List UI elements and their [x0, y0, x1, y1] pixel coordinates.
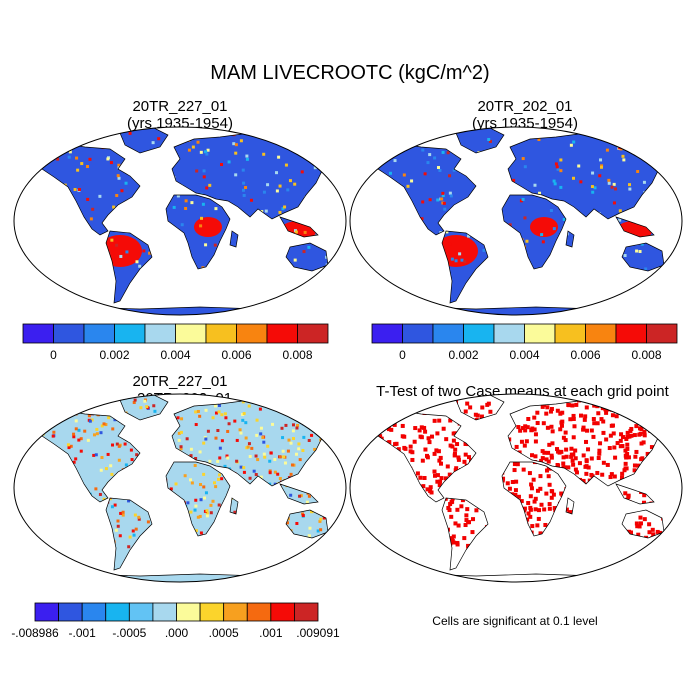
colorbar-box: [615, 323, 647, 344]
colorbar-tick-label: 0.004: [160, 348, 190, 362]
significance-note: Cells are significant at 0.1 level: [432, 614, 598, 628]
map-case-227: [13, 126, 347, 316]
colorbar-tick-label: 0.008: [631, 348, 661, 362]
map-border: [13, 126, 347, 316]
colorbar-box: [53, 323, 85, 344]
colorbar-box: [114, 323, 146, 344]
colorbar-box: [81, 602, 107, 622]
colorbar-tick-label: .001: [259, 626, 283, 640]
colorbar-box: [34, 602, 59, 622]
map-case-202: [349, 126, 683, 316]
map-border: [349, 393, 683, 583]
colorbar-box: [270, 602, 295, 622]
colorbar-box: [524, 323, 556, 344]
colorbar-box: [205, 323, 237, 344]
colorbar-tick-label: 0.006: [570, 348, 600, 362]
colorbar-box: [152, 602, 177, 622]
colorbar-tick-label: -.001: [68, 626, 96, 640]
main-title: MAM LIVECROOTC (kgC/m^2): [210, 62, 490, 84]
colorbar-box: [144, 323, 176, 344]
panel-3-case-name: 20TR_227_01: [132, 373, 228, 390]
panel-4-ttest-title: T-Test of two Case means at each grid po…: [376, 383, 669, 400]
colorbar-box: [176, 602, 201, 622]
colorbar-tick-label: 0: [50, 348, 57, 362]
colorbar-box: [246, 602, 272, 622]
colorbar-box: [463, 323, 495, 344]
colorbar-box: [175, 323, 207, 344]
colorbar-box: [297, 323, 329, 344]
colorbar-tick-label: .000: [165, 626, 189, 640]
colorbar-box: [105, 602, 130, 622]
panel-2-case-name: 20TR_202_01: [477, 98, 573, 115]
colorbar-tick-label: -.0005: [112, 626, 146, 640]
colorbar-tick-label: 0: [399, 348, 406, 362]
panel-1-case-name: 20TR_227_01: [132, 98, 228, 115]
colorbar-tick-label: .0005: [209, 626, 239, 640]
colorbar-tick-label: .009091: [296, 626, 340, 640]
colorbar-box: [402, 323, 434, 344]
colorbar-box: [294, 602, 319, 622]
colorbar-tick-label: -.008986: [11, 626, 59, 640]
colorbar-case-202: 0 0.002 0.004 0.006 0.008: [371, 323, 678, 362]
colorbar-box: [223, 602, 248, 622]
colorbar-tick-label: 0.002: [448, 348, 478, 362]
colorbar-box: [585, 323, 617, 344]
map-border: [349, 126, 683, 316]
colorbar-box: [128, 602, 154, 622]
colorbar-tick-label: 0.002: [99, 348, 129, 362]
colorbar-tick-label: 0.008: [282, 348, 312, 362]
colorbar-box: [236, 323, 268, 344]
map-ttest: [349, 393, 683, 583]
colorbar-box: [266, 323, 298, 344]
map-difference: [13, 393, 347, 583]
colorbar-box: [83, 323, 115, 344]
colorbar-difference: -.008986 -.001 -.0005 .000 .0005 .001 .009091: [11, 602, 340, 640]
colorbar-box: [199, 602, 225, 622]
map-border: [13, 393, 347, 583]
colorbar-tick-label: 0.006: [221, 348, 251, 362]
colorbar-box: [22, 323, 54, 344]
panel-4-title: T-Test of two Case means at each grid po…: [345, 383, 700, 400]
colorbar-box: [554, 323, 586, 344]
colorbar-box: [58, 602, 83, 622]
colorbar-box: [432, 323, 464, 344]
colorbar-box: [493, 323, 525, 344]
colorbar-box: [646, 323, 678, 344]
colorbar-case-227: 0 0.002 0.004 0.006 0.008: [22, 323, 329, 362]
colorbar-tick-label: 0.004: [509, 348, 539, 362]
colorbar-box: [371, 323, 403, 344]
